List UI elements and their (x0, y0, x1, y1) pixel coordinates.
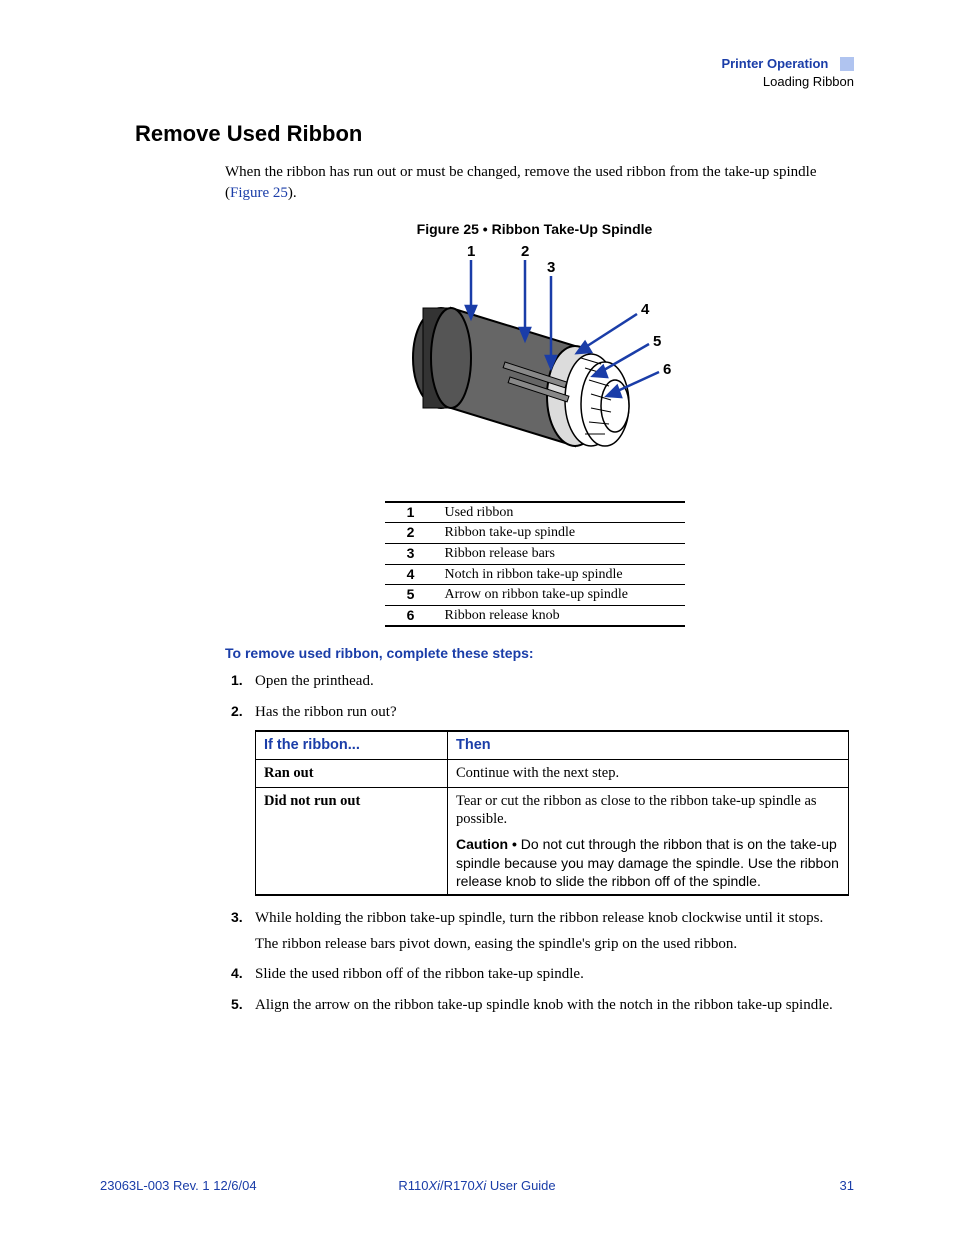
step-text: Open the printhead. (255, 673, 374, 689)
callout-4: 4 (641, 301, 650, 318)
legend-text: Arrow on ribbon take-up spindle (437, 585, 685, 606)
legend-num: 6 (385, 605, 437, 626)
decision-header-if: If the ribbon... (256, 731, 448, 759)
callout-2: 2 (521, 243, 529, 260)
callout-5: 5 (653, 333, 661, 350)
legend-num: 2 (385, 523, 437, 544)
legend-row: 5Arrow on ribbon take-up spindle (385, 585, 685, 606)
legend-text: Ribbon release bars (437, 544, 685, 565)
step-subtext: The ribbon release bars pivot down, easi… (255, 934, 844, 954)
step-2: 2. Has the ribbon run out? If the ribbon.… (231, 702, 844, 896)
intro-paragraph: When the ribbon has run out or must be c… (225, 162, 844, 203)
legend-num: 1 (385, 502, 437, 523)
step-num: 3. (231, 908, 243, 927)
step-num: 1. (231, 671, 243, 690)
caution-label: Caution • (456, 836, 521, 852)
header-operation: Printer Operation (721, 56, 828, 71)
legend-row: 3Ribbon release bars (385, 544, 685, 565)
caution-block: Caution • Do not cut through the ribbon … (456, 835, 840, 890)
decision-condition: Ran out (256, 759, 448, 787)
header-bar-icon (840, 57, 854, 71)
legend-num: 4 (385, 564, 437, 585)
legend-row: 4Notch in ribbon take-up spindle (385, 564, 685, 585)
decision-action: Continue with the next step. (448, 759, 849, 787)
step-4: 4. Slide the used ribbon off of the ribbo… (231, 964, 844, 984)
legend-row: 2Ribbon take-up spindle (385, 523, 685, 544)
section-title: Remove Used Ribbon (135, 121, 854, 147)
legend-text: Ribbon take-up spindle (437, 523, 685, 544)
header-subtitle: Loading Ribbon (763, 74, 854, 89)
legend-row: 6Ribbon release knob (385, 605, 685, 626)
step-num: 4. (231, 964, 243, 983)
step-text: While holding the ribbon take-up spindle… (255, 910, 823, 926)
step-num: 5. (231, 995, 243, 1014)
legend-num: 5 (385, 585, 437, 606)
page-header: Printer Operation Loading Ribbon (100, 55, 854, 91)
step-5: 5. Align the arrow on the ribbon take-up … (231, 995, 844, 1015)
callout-1: 1 (467, 243, 475, 260)
step-text: Slide the used ribbon off of the ribbon … (255, 966, 584, 982)
legend-text: Used ribbon (437, 502, 685, 523)
figure-link[interactable]: Figure 25 (230, 185, 288, 201)
decision-action: Tear or cut the ribbon as close to the r… (448, 787, 849, 895)
decision-header-then: Then (448, 731, 849, 759)
decision-row: Did not run out Tear or cut the ribbon a… (256, 787, 849, 895)
step-text: Align the arrow on the ribbon take-up sp… (255, 997, 833, 1013)
decision-table: If the ribbon... Then Ran out Continue w… (255, 730, 849, 896)
decision-action-text: Tear or cut the ribbon as close to the r… (456, 793, 817, 828)
figure-spindle: 1 2 3 4 5 6 (225, 242, 844, 487)
step-1: 1. Open the printhead. (231, 671, 844, 691)
footer-center: R110Xi/R170Xi User Guide (100, 1178, 854, 1193)
decision-row: Ran out Continue with the next step. (256, 759, 849, 787)
step-3: 3. While holding the ribbon take-up spind… (231, 908, 844, 955)
legend-num: 3 (385, 544, 437, 565)
callout-3: 3 (547, 259, 555, 276)
step-text: Has the ribbon run out? (255, 704, 397, 720)
legend-text: Notch in ribbon take-up spindle (437, 564, 685, 585)
legend-table: 1Used ribbon 2Ribbon take-up spindle 3Ri… (385, 501, 685, 628)
legend-row: 1Used ribbon (385, 502, 685, 523)
intro-post: ). (288, 185, 297, 201)
intro-pre: When the ribbon has run out or must be c… (225, 164, 817, 200)
callout-6: 6 (663, 361, 671, 378)
legend-text: Ribbon release knob (437, 605, 685, 626)
decision-condition: Did not run out (256, 787, 448, 895)
step-num: 2. (231, 702, 243, 721)
page-footer: 23063L-003 Rev. 1 12/6/04 R110Xi/R170Xi … (100, 1178, 854, 1193)
spindle-diagram-icon: 1 2 3 4 5 6 (385, 242, 685, 482)
steps-title: To remove used ribbon, complete these st… (225, 645, 844, 661)
figure-title: Figure 25 • Ribbon Take-Up Spindle (225, 221, 844, 237)
